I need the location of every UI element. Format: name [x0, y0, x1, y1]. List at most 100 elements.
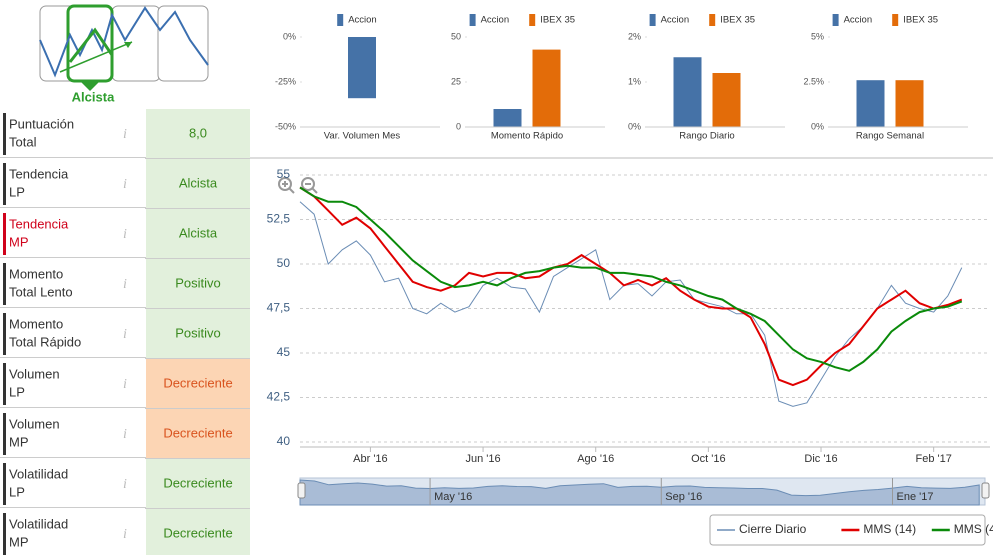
row-label: Momento: [9, 266, 63, 281]
legend-swatch: [469, 14, 476, 26]
info-icon[interactable]: i: [123, 477, 127, 492]
bar: [895, 80, 924, 127]
legend-label[interactable]: Cierre Diario: [739, 522, 807, 536]
navigator-handle[interactable]: [981, 482, 990, 499]
info-icon[interactable]: i: [123, 177, 127, 192]
row-label: Volatilidad: [9, 516, 68, 531]
bar: [532, 49, 561, 127]
navigator-tick-label: Ene '17: [897, 491, 934, 503]
row-label-cell: [0, 408, 145, 458]
row-value: Alcista: [179, 175, 218, 190]
line-series: [299, 186, 963, 387]
x-tick-label: Feb '17: [915, 453, 951, 465]
legend-label: Accion: [661, 15, 690, 26]
info-icon[interactable]: i: [123, 227, 127, 242]
signal-label: Alcista: [72, 89, 115, 104]
x-tick-label: Oct '16: [691, 453, 726, 465]
line-series: [299, 201, 963, 407]
legend-swatch: [649, 14, 656, 26]
legend-label[interactable]: MMS (14): [863, 522, 916, 536]
line-series: [299, 186, 963, 372]
x-tick-label: Dic '16: [804, 453, 837, 465]
row-value-cell: [146, 159, 250, 208]
y-tick-label: 0%: [283, 31, 296, 41]
legend-label[interactable]: MMS (40): [954, 522, 993, 536]
info-icon[interactable]: i: [123, 377, 127, 392]
row-label: Total Lento: [9, 284, 73, 299]
x-tick-label: Ago '16: [577, 453, 614, 465]
row-value-cell: [146, 109, 250, 158]
row-label: Tendencia: [9, 166, 69, 181]
row-label-cell: [0, 358, 145, 408]
row-label: Volatilidad: [9, 466, 68, 481]
row-label-cell: [0, 108, 145, 158]
category-label: Rango Semanal: [856, 131, 924, 142]
row-label: LP: [9, 384, 25, 399]
row-marker: [3, 113, 6, 155]
y-tick-label: 25: [451, 76, 461, 86]
y-tick-label: -25%: [275, 76, 296, 86]
info-icon[interactable]: i: [123, 327, 127, 342]
bar: [348, 37, 376, 99]
row-label: Total: [9, 134, 37, 149]
y-tick-label: 52,5: [267, 212, 291, 226]
bar: [856, 80, 885, 127]
row-label: Momento: [9, 316, 63, 331]
info-icon[interactable]: i: [123, 277, 127, 292]
info-icon[interactable]: i: [123, 427, 127, 442]
row-value: Positivo: [175, 325, 221, 340]
row-label-cell: [0, 508, 145, 555]
row-label: Total Rápido: [9, 334, 81, 349]
zoom-controls[interactable]: [278, 177, 318, 194]
y-tick-label: 0%: [628, 121, 641, 131]
x-tick-label: Abr '16: [353, 453, 388, 465]
row-marker: [3, 313, 6, 355]
row-value-cell: [146, 409, 250, 458]
category-label: Momento Rápido: [491, 131, 563, 142]
row-label: Volumen: [9, 366, 60, 381]
bar: [493, 109, 522, 127]
info-icon[interactable]: i: [123, 527, 127, 542]
row-value: Decreciente: [163, 475, 232, 490]
row-label-cell: [0, 258, 145, 308]
row-marker: [3, 413, 6, 455]
y-tick-label: 2%: [628, 31, 641, 41]
row-value-cell: [146, 309, 250, 358]
y-tick-label: 42,5: [267, 390, 291, 404]
info-icon[interactable]: i: [123, 127, 127, 142]
y-tick-label: 55: [277, 167, 291, 181]
row-label: LP: [9, 484, 25, 499]
row-marker: [3, 163, 6, 205]
row-marker: [3, 463, 6, 505]
y-tick-label: 0%: [811, 121, 824, 131]
y-tick-label: 50: [451, 31, 461, 41]
navigator-tick-label: May '16: [434, 491, 472, 503]
y-tick-label: 47,5: [267, 301, 291, 315]
row-value: Alcista: [179, 225, 218, 240]
row-value: Decreciente: [163, 525, 232, 540]
row-label: MP: [9, 234, 29, 249]
legend-swatch: [892, 14, 899, 26]
legend-label: Accion: [348, 15, 377, 26]
row-value-cell: [146, 509, 250, 555]
category-label: Rango Diario: [679, 131, 734, 142]
row-label-cell: [0, 158, 145, 208]
row-label-cell: [0, 308, 145, 358]
y-tick-label: 1%: [628, 76, 641, 86]
navigator-handle[interactable]: [297, 482, 306, 499]
navigator-tick-label: Sep '16: [665, 491, 702, 503]
category-label: Var. Volumen Mes: [324, 131, 401, 142]
legend-label: IBEX 35: [540, 15, 575, 26]
y-tick-label: 0: [456, 121, 461, 131]
legend-swatch: [832, 14, 839, 26]
row-label: MP: [9, 534, 29, 549]
row-value: Positivo: [175, 275, 221, 290]
x-tick-label: Jun '16: [465, 453, 500, 465]
row-value-cell: [146, 459, 250, 508]
row-label: Volumen: [9, 416, 60, 431]
row-value: Decreciente: [163, 375, 232, 390]
row-marker: [3, 213, 6, 255]
row-label-cell: [0, 458, 145, 508]
legend-swatch: [529, 14, 536, 26]
